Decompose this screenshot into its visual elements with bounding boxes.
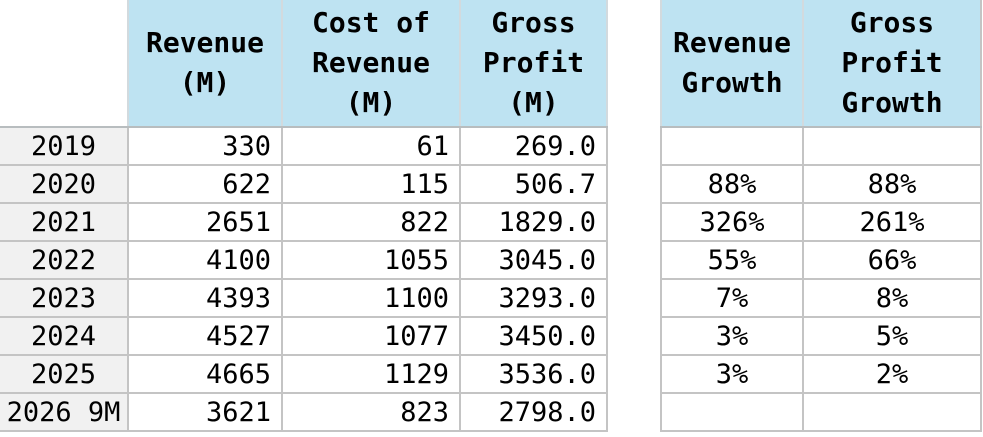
header-row: Revenue (M) Cost of Revenue (M) Gross Pr… — [0, 0, 608, 128]
gross-profit-cell: 3536.0 — [459, 354, 608, 394]
growth-table: Revenue Growth Gross Profit Growth 88% 8… — [660, 0, 982, 432]
cost-of-revenue-cell: 823 — [281, 392, 461, 432]
table-row: 2022 4100 1055 3045.0 — [0, 240, 608, 280]
gross-profit-cell: 3045.0 — [459, 240, 608, 280]
cost-of-revenue-cell: 1077 — [281, 316, 461, 356]
revenue-cell: 2651 — [127, 202, 283, 242]
table-row: 55% 66% — [660, 240, 982, 280]
gross-profit-cell: 1829.0 — [459, 202, 608, 242]
table-row — [660, 126, 982, 166]
table-row: 2019 330 61 269.0 — [0, 126, 608, 166]
gross-profit-cell: 3293.0 — [459, 278, 608, 318]
table-row: 2021 2651 822 1829.0 — [0, 202, 608, 242]
year-cell: 2025 — [0, 354, 129, 394]
gross-profit-growth-cell: 2% — [802, 354, 982, 394]
gross-profit-cell: 2798.0 — [459, 392, 608, 432]
revenue-cell: 330 — [127, 126, 283, 166]
year-cell: 2021 — [0, 202, 129, 242]
table-row: 7% 8% — [660, 278, 982, 318]
revenue-cell: 4527 — [127, 316, 283, 356]
table-row — [660, 392, 982, 432]
revenue-growth-cell: 326% — [660, 202, 804, 242]
revenue-growth-cell: 88% — [660, 164, 804, 204]
gross-profit-growth-cell: 66% — [802, 240, 982, 280]
year-cell: 2026 9M — [0, 392, 129, 432]
table-row: 3% 2% — [660, 354, 982, 394]
corner-cell — [0, 0, 129, 128]
table-row: 2023 4393 1100 3293.0 — [0, 278, 608, 318]
revenue-growth-cell: 55% — [660, 240, 804, 280]
table-row: 2024 4527 1077 3450.0 — [0, 316, 608, 356]
col-header-revenue-growth: Revenue Growth — [660, 0, 804, 128]
gross-profit-growth-cell: 88% — [802, 164, 982, 204]
col-header-revenue: Revenue (M) — [127, 0, 283, 128]
revenue-cell: 4393 — [127, 278, 283, 318]
year-cell: 2022 — [0, 240, 129, 280]
table-row: 88% 88% — [660, 164, 982, 204]
cost-of-revenue-cell: 822 — [281, 202, 461, 242]
table-row: 3% 5% — [660, 316, 982, 356]
gross-profit-cell: 506.7 — [459, 164, 608, 204]
table-row: 2020 622 115 506.7 — [0, 164, 608, 204]
gross-profit-growth-cell — [802, 126, 982, 166]
year-cell: 2020 — [0, 164, 129, 204]
table-row: 2025 4665 1129 3536.0 — [0, 354, 608, 394]
gross-profit-growth-cell — [802, 392, 982, 432]
revenue-growth-cell: 3% — [660, 354, 804, 394]
cost-of-revenue-cell: 1100 — [281, 278, 461, 318]
gross-profit-growth-cell: 8% — [802, 278, 982, 318]
revenue-growth-cell — [660, 126, 804, 166]
gross-profit-cell: 269.0 — [459, 126, 608, 166]
col-header-gross-profit-growth: Gross Profit Growth — [802, 0, 982, 128]
table-row: 2026 9M 3621 823 2798.0 — [0, 392, 608, 432]
revenue-growth-cell — [660, 392, 804, 432]
financials-table: Revenue (M) Cost of Revenue (M) Gross Pr… — [0, 0, 608, 432]
revenue-growth-cell: 3% — [660, 316, 804, 356]
revenue-cell: 3621 — [127, 392, 283, 432]
revenue-cell: 4100 — [127, 240, 283, 280]
gross-profit-growth-cell: 5% — [802, 316, 982, 356]
cost-of-revenue-cell: 61 — [281, 126, 461, 166]
revenue-cell: 622 — [127, 164, 283, 204]
revenue-cell: 4665 — [127, 354, 283, 394]
table-row: 326% 261% — [660, 202, 982, 242]
col-header-gross-profit: Gross Profit (M) — [459, 0, 608, 128]
year-cell: 2024 — [0, 316, 129, 356]
cost-of-revenue-cell: 1055 — [281, 240, 461, 280]
cost-of-revenue-cell: 115 — [281, 164, 461, 204]
cost-of-revenue-cell: 1129 — [281, 354, 461, 394]
header-row: Revenue Growth Gross Profit Growth — [660, 0, 982, 128]
col-header-cost-of-revenue: Cost of Revenue (M) — [281, 0, 461, 128]
revenue-growth-cell: 7% — [660, 278, 804, 318]
gross-profit-growth-cell: 261% — [802, 202, 982, 242]
year-cell: 2019 — [0, 126, 129, 166]
gross-profit-cell: 3450.0 — [459, 316, 608, 356]
year-cell: 2023 — [0, 278, 129, 318]
